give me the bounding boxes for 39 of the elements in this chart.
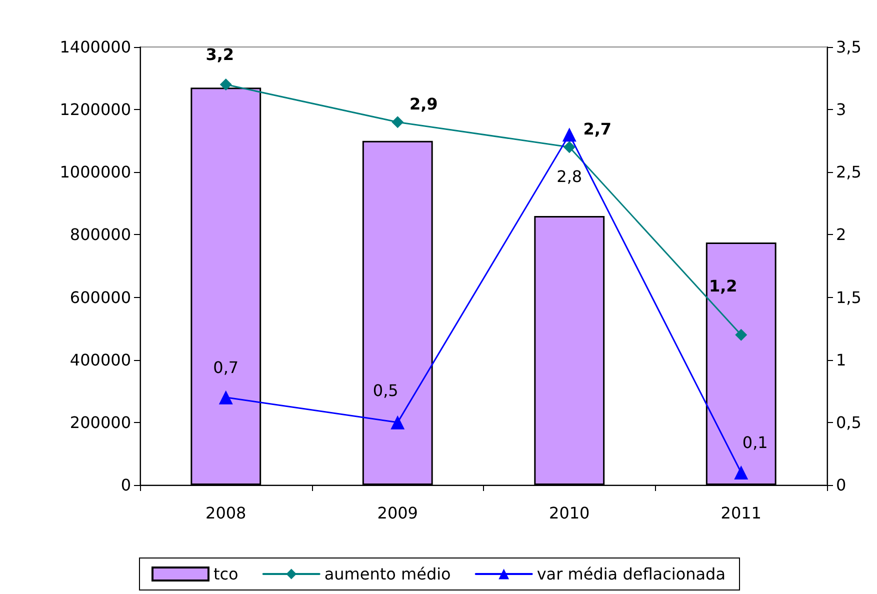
legend-label: tco	[213, 564, 238, 584]
y2-tick-label: 3	[836, 100, 846, 120]
data-label: 3,2	[206, 45, 234, 64]
y-tick-label: 600000	[70, 288, 131, 307]
data-label: 0,7	[213, 358, 239, 377]
data-label: 2,7	[583, 120, 612, 139]
data-label: 1,2	[708, 276, 738, 296]
y2-tick-label: 1	[836, 350, 846, 370]
point	[392, 116, 404, 128]
x-tick-label: 2008	[206, 504, 246, 522]
y-tick-label: 1000000	[60, 162, 131, 182]
y2-tick-label: 0,5	[836, 412, 862, 432]
point	[735, 328, 748, 341]
y2-tick-label: 2,5	[836, 162, 862, 182]
y-tick-label: 0	[120, 476, 131, 494]
y-tick-label: 400000	[70, 350, 131, 370]
y-tick-label: 800000	[70, 225, 131, 244]
data-label: 0,1	[742, 432, 768, 452]
point	[562, 128, 576, 142]
y2-tick-label: 0	[836, 476, 846, 494]
point	[390, 415, 405, 430]
y-tick-label: 1400000	[60, 38, 131, 56]
x-tick-label: 2010	[549, 504, 590, 522]
point	[220, 78, 232, 91]
y2-tick-label: 3,5	[836, 38, 862, 56]
point	[734, 465, 748, 480]
point	[563, 141, 576, 154]
x-tick-label: 2009	[377, 504, 418, 522]
legend-label: aumento médio	[324, 564, 451, 584]
y2-tick-label: 2	[836, 225, 846, 244]
y-tick-label: 1200000	[60, 100, 131, 120]
x-tick-label: 2011	[720, 504, 762, 522]
data-label: 2,9	[409, 94, 438, 114]
y2-tick-label: 1,5	[836, 288, 862, 307]
data-label: 2,8	[556, 167, 582, 186]
data-label: 0,5	[372, 380, 398, 400]
point	[218, 390, 233, 404]
y-tick-label: 200000	[70, 412, 131, 432]
legend-label: var média deflacionada	[536, 564, 726, 584]
